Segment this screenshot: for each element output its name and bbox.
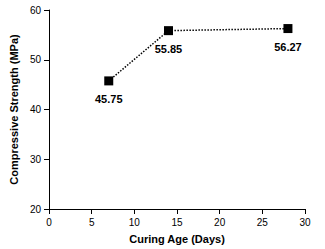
svg-text:40: 40 [30,104,42,115]
svg-text:60: 60 [30,5,42,16]
svg-text:5: 5 [89,217,95,228]
svg-text:20: 20 [214,217,226,228]
svg-text:Curing Age (Days): Curing Age (Days) [129,233,225,245]
svg-text:50: 50 [30,54,42,65]
svg-text:56.27: 56.27 [274,41,302,53]
svg-text:0: 0 [46,217,52,228]
svg-text:30: 30 [30,154,42,165]
svg-text:20: 20 [30,204,42,215]
svg-text:45.75: 45.75 [95,93,123,105]
svg-text:15: 15 [171,217,183,228]
svg-text:10: 10 [129,217,141,228]
svg-text:Compressive Strength (MPa): Compressive Strength (MPa) [8,34,20,185]
svg-text:30: 30 [299,217,311,228]
svg-text:25: 25 [257,217,269,228]
svg-text:55.85: 55.85 [155,43,183,55]
